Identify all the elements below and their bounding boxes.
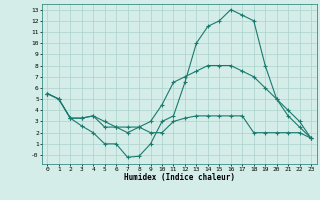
X-axis label: Humidex (Indice chaleur): Humidex (Indice chaleur) (124, 173, 235, 182)
